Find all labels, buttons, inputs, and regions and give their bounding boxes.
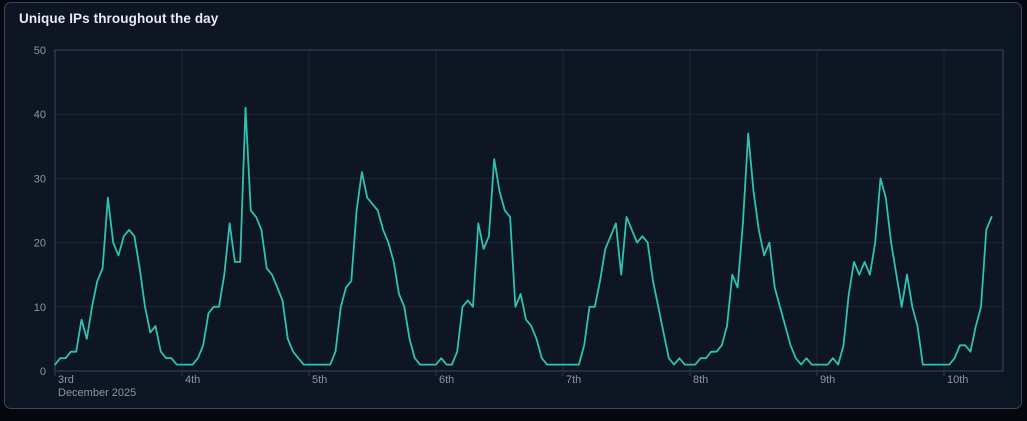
y-tick-label: 20 <box>34 238 46 250</box>
y-tick-label: 10 <box>34 302 46 314</box>
x-tick-label: 3rd <box>58 374 74 386</box>
y-tick-label: 0 <box>40 366 46 378</box>
x-tick-label: 6th <box>439 374 454 386</box>
unique-ips-panel: Unique IPs throughout the day <box>4 2 1022 409</box>
x-tick-label: 10th <box>947 374 968 386</box>
x-tick-sublabel: December 2025 <box>58 387 136 399</box>
plot-frame <box>54 49 1004 372</box>
x-tick-label: 8th <box>693 374 708 386</box>
series-line-unique-ips <box>54 106 993 366</box>
y-tick-label: 40 <box>34 109 46 121</box>
x-tick-label: 7th <box>566 374 581 386</box>
panel-title: Unique IPs throughout the day <box>19 11 219 26</box>
x-tick-label: 9th <box>820 374 835 386</box>
x-tick-label: 5th <box>312 374 327 386</box>
x-tick-label: 4th <box>185 374 200 386</box>
y-tick-label: 50 <box>34 45 46 57</box>
y-tick-label: 30 <box>34 173 46 185</box>
